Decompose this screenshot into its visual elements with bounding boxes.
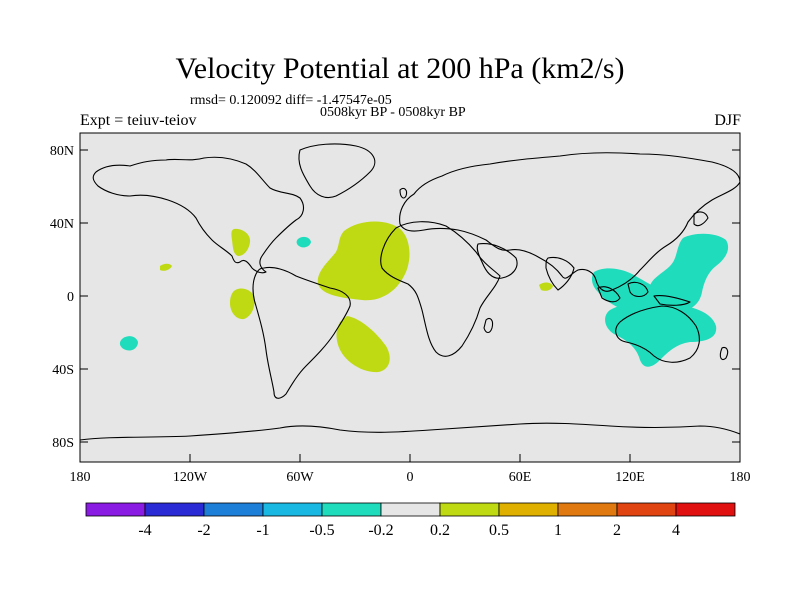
coastline-north-america <box>92 156 305 274</box>
plot-title: Velocity Potential at 200 hPa (km2/s) <box>175 52 625 85</box>
colorbar-label: -4 <box>138 522 151 539</box>
coastline-south-america <box>252 266 351 399</box>
colorbar-swatch <box>439 502 500 517</box>
colorbar-label: 0.5 <box>489 522 509 539</box>
colorbar-label: -0.5 <box>309 522 334 539</box>
colorbar-swatch <box>380 502 441 517</box>
coastline-antarctica <box>80 422 740 441</box>
anomaly-region-south-atlantic <box>336 316 390 373</box>
lat-label: 0 <box>67 290 74 305</box>
anomaly-region-central-pacific <box>160 263 172 271</box>
colorbar: -4 -2 -1 -0.5 -0.2 0.2 0.5 1 2 4 <box>85 502 736 539</box>
lat-label: 40S <box>52 363 74 378</box>
lon-label: 60E <box>509 470 532 485</box>
colorbar-swatch <box>321 502 382 517</box>
colorbar-swatch <box>262 502 323 517</box>
anomaly-region-west-pacific <box>649 233 729 312</box>
colorbar-label: -0.2 <box>368 522 393 539</box>
stats-subtitle: rmsd= 0.120092 diff= -1.47547e-05 <box>190 93 392 108</box>
colorbar-swatch <box>557 502 618 517</box>
lat-label: 80N <box>50 144 74 159</box>
lat-label: 40N <box>50 217 74 232</box>
anomaly-region-indian-ocean <box>539 282 553 291</box>
colorbar-label: 0.2 <box>430 522 450 539</box>
colorbar-swatch <box>498 502 559 517</box>
colorbar-label: -1 <box>256 522 269 539</box>
colorbar-swatch <box>675 502 736 517</box>
colorbar-label: -2 <box>197 522 210 539</box>
coastline-borneo-sumatra <box>597 281 691 306</box>
coastline-arabia <box>476 243 518 279</box>
coastline-uk <box>399 187 408 199</box>
lon-label: 120W <box>173 470 208 485</box>
lon-label: 120E <box>615 470 645 485</box>
anomaly-region-australia <box>605 302 717 367</box>
coastline-eurasia <box>399 152 740 292</box>
season-label: DJF <box>714 112 741 129</box>
lon-label: 0 <box>407 470 414 485</box>
coastline-greenland <box>298 143 376 199</box>
coastline-australia <box>615 305 700 363</box>
lon-label: 180 <box>70 470 91 485</box>
anomaly-region-gulf-of-mexico <box>231 228 251 256</box>
colorbar-swatch <box>85 502 146 517</box>
colorbar-swatch <box>203 502 264 517</box>
coastline-india <box>545 256 575 291</box>
lon-label: 180 <box>730 470 751 485</box>
colorbar-swatch <box>616 502 677 517</box>
axis-ticks <box>79 149 741 462</box>
anomaly-region-east-pacific <box>230 288 255 320</box>
experiment-label: Expt = teiuv-teiov <box>80 112 197 129</box>
colorbar-label: 1 <box>554 522 562 539</box>
coastline-new-zealand <box>719 346 729 361</box>
colorbar-label: 2 <box>613 522 621 539</box>
coastline-madagascar <box>483 317 494 334</box>
coastline-japan <box>693 211 709 227</box>
colorbar-label: 4 <box>672 522 680 539</box>
anomaly-region-south-pacific <box>119 336 138 351</box>
lon-label: 60W <box>286 470 314 485</box>
anomaly-region-atlantic-small <box>296 236 311 248</box>
coastline-africa <box>380 221 501 357</box>
colorbar-swatch <box>144 502 205 517</box>
period-subtitle: 0508kyr BP - 0508kyr BP <box>320 105 466 120</box>
coastlines <box>80 143 740 441</box>
lat-label: 80S <box>52 436 74 451</box>
